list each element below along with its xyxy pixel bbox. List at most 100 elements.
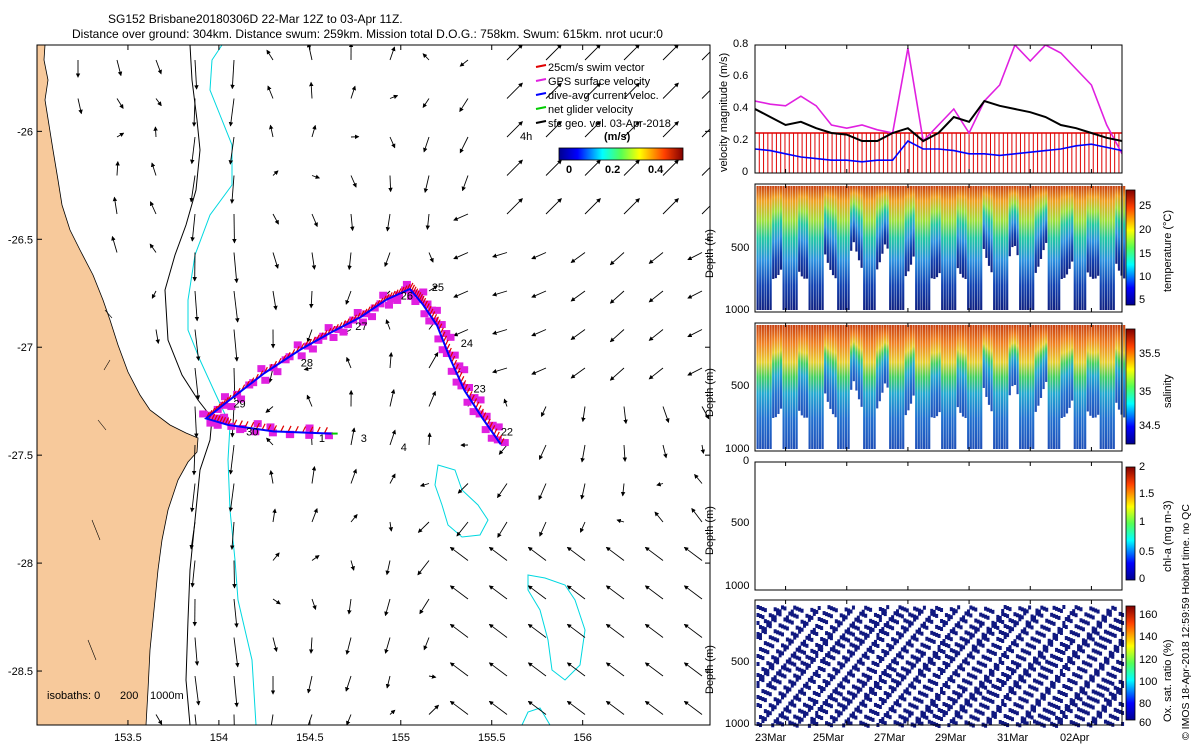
dive-profile-column — [808, 186, 811, 310]
oxsat-sample — [834, 698, 838, 703]
geo-velocity-arrow — [566, 623, 586, 638]
oxsat-sample — [903, 708, 907, 713]
oxsat-sample — [915, 615, 919, 620]
geo-velocity-arrow — [687, 329, 703, 338]
oxsat-sample — [893, 679, 897, 684]
oxsat-sample — [1008, 645, 1012, 650]
oxsat-sample — [869, 618, 873, 623]
oxsat-sample — [1055, 633, 1059, 638]
legend-extra-4h: 4h — [520, 131, 533, 143]
oxsat-sample — [1091, 629, 1095, 634]
oxsat-sample — [1015, 665, 1019, 670]
oxsat-sample — [778, 653, 782, 658]
oxsat-sample — [790, 661, 794, 666]
oxsat-sample — [1003, 605, 1007, 610]
oxsat-sample — [1121, 653, 1125, 658]
gps-velocity-mark — [455, 362, 464, 370]
oxsat-sample — [925, 617, 929, 622]
oxsat-sample — [971, 666, 975, 671]
oxsat-sample — [1069, 619, 1073, 624]
dive-profile-column — [920, 186, 923, 310]
oxsat-sample — [1037, 721, 1041, 726]
oxsat-sample — [1079, 667, 1083, 672]
oxsat-sample — [1079, 626, 1083, 631]
oxsat-sample — [925, 636, 929, 641]
dive-profile-column — [829, 325, 832, 409]
geo-velocity-arrow — [389, 429, 396, 446]
oxsat-sample — [962, 708, 966, 713]
oxsat-sample — [1094, 690, 1098, 695]
geo-velocity-arrow — [527, 546, 547, 561]
oxsat-sample — [820, 708, 824, 713]
oxsat-sample — [851, 665, 855, 670]
oxsat-sample — [859, 687, 863, 692]
dive-profile-column — [894, 325, 897, 449]
oxsat-sample — [1113, 647, 1117, 652]
oxsat-sample — [827, 632, 831, 637]
oxsat-sample — [935, 695, 939, 700]
oxsat-sample — [1023, 611, 1027, 616]
geo-velocity-arrow — [190, 136, 196, 165]
oxsat-sample — [954, 669, 958, 674]
oxsat-sample — [974, 629, 978, 634]
dive-profile-column — [1102, 325, 1105, 449]
swim-vector — [409, 282, 414, 290]
oxsat-sample — [1008, 686, 1012, 691]
oxsat-sample — [766, 683, 770, 688]
dive-profile-column — [876, 186, 879, 270]
oxsat-sample — [1001, 661, 1005, 665]
ox-ytick-500: 500 — [731, 656, 750, 668]
oxsat-sample — [988, 657, 992, 662]
oxsat-sample — [820, 626, 824, 631]
oxsat-sample — [839, 692, 843, 697]
oxsat-sample — [1118, 687, 1122, 692]
swim-vector — [255, 422, 260, 430]
oxsat-sample — [1020, 615, 1024, 620]
oxsat-sample — [834, 641, 838, 646]
temp-cbar-tick-10: 10 — [1139, 271, 1152, 283]
oxsat-sample — [1086, 684, 1090, 689]
oxsat-sample — [1067, 637, 1071, 642]
oxsat-sample — [856, 637, 860, 642]
oxsat-sample — [780, 665, 784, 670]
dive-profile-column — [1037, 186, 1040, 267]
oxsat-sample — [905, 619, 909, 624]
oxsat-sample — [1055, 704, 1059, 709]
oxsat-sample — [761, 675, 765, 680]
geo-velocity-arrow — [417, 521, 430, 533]
oxsat-sample — [903, 618, 907, 623]
oxsat-sample — [942, 650, 946, 655]
oxsat-sample — [988, 630, 992, 635]
dive-profile-column — [1052, 186, 1056, 310]
ox-cbar-tick-140: 140 — [1139, 631, 1158, 643]
oxsat-sample — [869, 708, 873, 713]
oxsat-sample — [1118, 638, 1122, 643]
oxsat-sample — [807, 663, 811, 668]
oxsat-sample — [1057, 716, 1061, 721]
oxsat-sample — [1003, 695, 1007, 700]
oxsat-sample — [827, 662, 831, 667]
oxsat-sample — [780, 695, 784, 700]
oxsat-sample — [1020, 719, 1024, 724]
oxsat-sample — [1003, 635, 1007, 640]
dive-profile-column — [1034, 186, 1037, 273]
dive-profile-column — [860, 186, 863, 268]
oxsat-sample — [964, 641, 968, 646]
oxsat-sample — [761, 615, 765, 620]
geo-velocity-arrow — [269, 124, 274, 138]
oxsat-sample — [979, 669, 983, 674]
dive-profile-column — [969, 325, 972, 449]
oxsat-sample — [788, 619, 792, 624]
dive-profile-column — [865, 186, 868, 310]
oxsat-sample — [803, 710, 807, 715]
oxsat-sample — [935, 613, 939, 618]
geo-velocity-arrow — [388, 352, 394, 369]
oxsat-sample — [1118, 641, 1122, 646]
oxsat-sample — [1052, 662, 1056, 667]
geo-velocity-arrow — [272, 290, 278, 311]
oxsat-sample — [1008, 667, 1012, 672]
oxsat-sample — [817, 674, 821, 678]
dive-profile-column — [756, 325, 759, 449]
oxsat-sample — [785, 618, 789, 623]
oxsat-sample — [1006, 666, 1010, 671]
